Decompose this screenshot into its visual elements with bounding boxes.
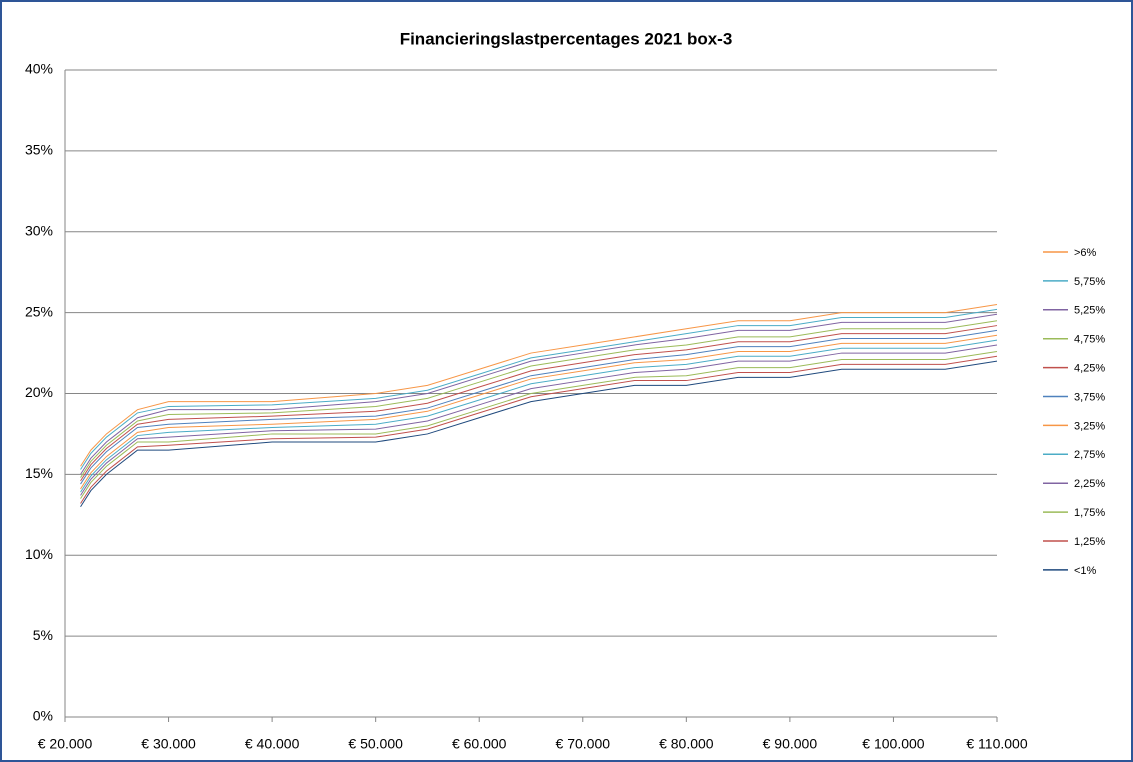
series-line	[80, 350, 998, 499]
legend-label: 5,75%	[1074, 276, 1105, 288]
series-line	[80, 325, 998, 482]
y-tick-label: 40%	[25, 61, 53, 77]
legend-label: 5,25%	[1074, 305, 1105, 317]
legend-label: 2,25%	[1074, 478, 1105, 490]
series-line	[80, 329, 998, 485]
series-line	[80, 344, 998, 496]
x-tick-label: € 40.000	[245, 736, 300, 752]
x-tick-label: € 90.000	[763, 736, 818, 752]
series-line	[80, 334, 998, 490]
series-line	[80, 320, 998, 478]
y-tick-label: 30%	[25, 222, 53, 238]
legend-label: 3,75%	[1074, 391, 1105, 403]
x-tick-label: € 50.000	[348, 736, 403, 752]
series-line	[80, 339, 998, 493]
legend-label: 4,75%	[1074, 334, 1105, 346]
x-tick-label: € 110.000	[966, 736, 1027, 752]
series-line	[80, 360, 998, 507]
legend-label: <1%	[1074, 565, 1097, 577]
series-line	[80, 355, 998, 504]
series-line	[80, 304, 998, 467]
y-tick-label: 10%	[25, 546, 53, 562]
legend-label: 3,25%	[1074, 420, 1105, 432]
y-tick-label: 15%	[25, 465, 53, 481]
y-tick-label: 35%	[25, 142, 53, 158]
series-line	[80, 313, 998, 475]
legend-label: 1,25%	[1074, 536, 1105, 548]
x-tick-label: € 60.000	[452, 736, 507, 752]
legend-label: 4,25%	[1074, 363, 1105, 375]
y-tick-label: 25%	[25, 303, 53, 319]
x-tick-label: € 70.000	[556, 736, 611, 752]
chart-title: Financieringslastpercentages 2021 box-3	[400, 29, 733, 48]
series-line	[80, 308, 998, 470]
x-tick-label: € 20.000	[38, 736, 93, 752]
y-tick-label: 20%	[25, 384, 53, 400]
x-tick-label: € 80.000	[659, 736, 714, 752]
y-tick-label: 0%	[33, 708, 53, 724]
legend-label: 1,75%	[1074, 507, 1105, 519]
y-tick-label: 5%	[33, 627, 53, 643]
legend-label: >6%	[1074, 247, 1097, 259]
x-tick-label: € 30.000	[141, 736, 196, 752]
x-tick-label: € 100.000	[862, 736, 924, 752]
legend-label: 2,75%	[1074, 449, 1105, 461]
